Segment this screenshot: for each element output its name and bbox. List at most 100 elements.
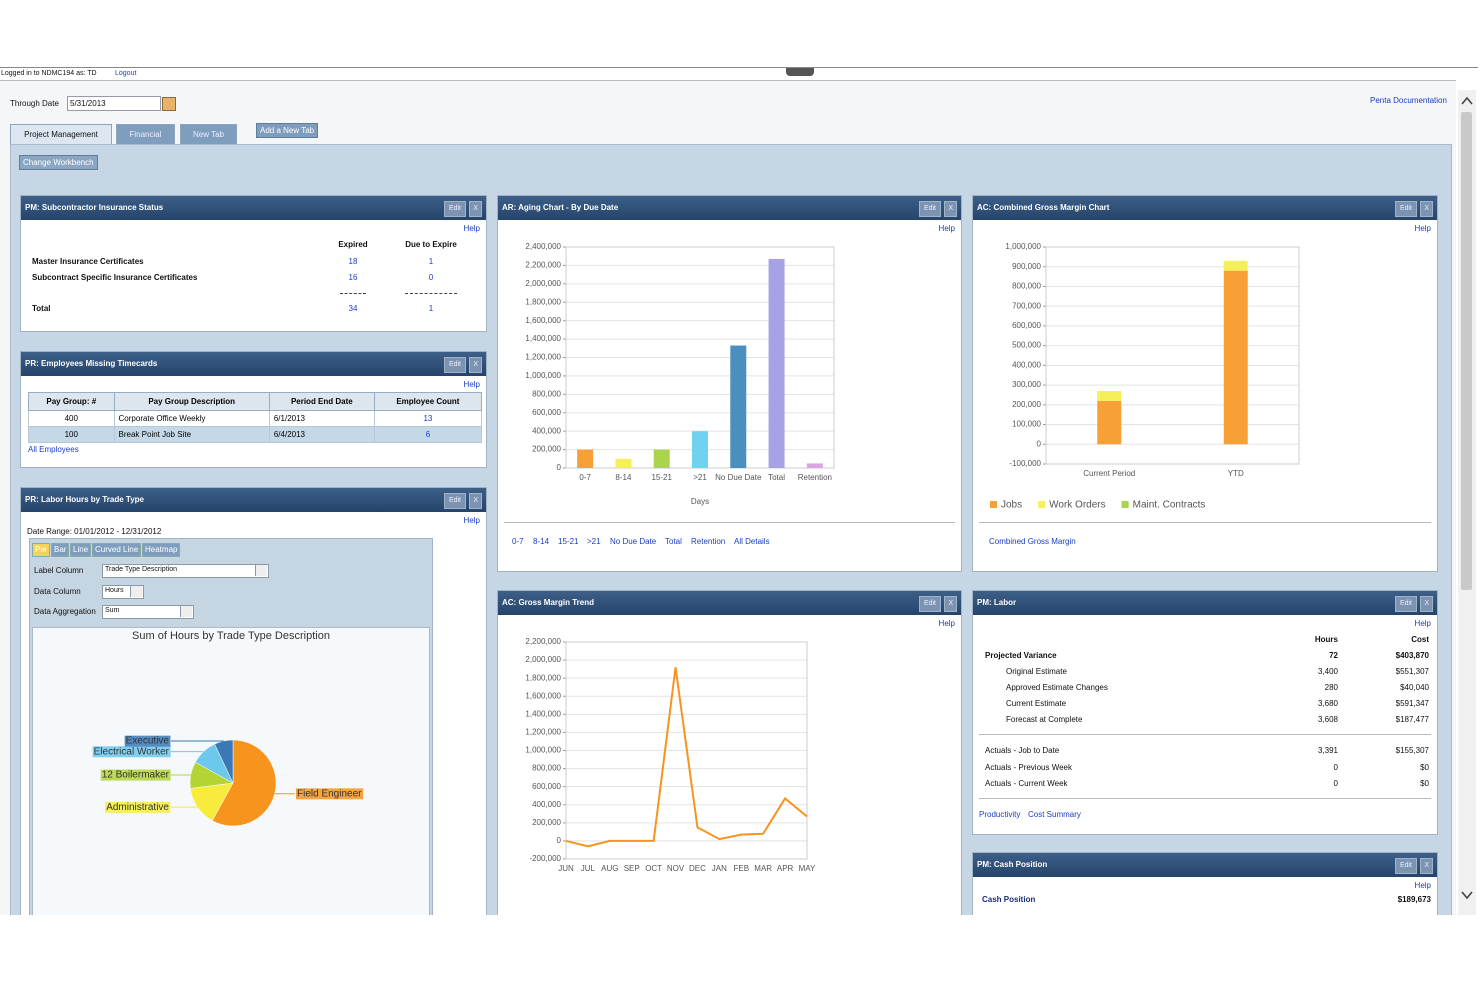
top-border	[0, 67, 1478, 68]
calendar-icon[interactable]	[162, 97, 176, 111]
scroll-thumb[interactable]	[1461, 112, 1472, 590]
close-button[interactable]: X	[469, 493, 482, 509]
close-button[interactable]: X	[944, 201, 957, 217]
help-link[interactable]: Help	[938, 224, 955, 233]
filter-link[interactable]: 0-7	[512, 537, 524, 546]
chart-type-button[interactable]: Heatmap	[142, 543, 181, 557]
widget: PR: Employees Missing Timecards Edit X Help…	[20, 351, 487, 468]
bar	[730, 345, 747, 468]
bar-segment	[1223, 260, 1248, 271]
widget: AC: Combined Gross Margin Chart Edit X Help…	[972, 195, 1438, 572]
total-link[interactable]: 1	[428, 304, 434, 313]
cost-value: $155,307	[1395, 746, 1429, 755]
dropdown[interactable]	[102, 605, 194, 619]
tab[interactable]: Financial	[116, 124, 175, 144]
tab[interactable]: Project Management	[10, 124, 112, 144]
help-link[interactable]: Help	[463, 380, 480, 389]
widget: PM: Cash Position Edit X Help Cash Position $…	[972, 852, 1438, 915]
count-link[interactable]: 16	[348, 273, 358, 282]
close-button[interactable]: X	[1420, 201, 1433, 217]
change-workbench-button[interactable]: Change Workbench	[19, 155, 98, 170]
y-tick-label: 1,600,000	[525, 691, 561, 700]
table-row: 400 Corporate Office Weekly 6/1/2013 13	[28, 410, 483, 427]
column-header: Due to Expire	[405, 240, 457, 249]
dropdown-arrow[interactable]	[180, 606, 192, 617]
edit-button[interactable]: Edit	[443, 357, 466, 373]
widget-header: PR: Labor Hours by Trade Type Edit X	[21, 488, 486, 512]
edit-button[interactable]: Edit	[918, 596, 941, 612]
filter-link[interactable]: 15-21	[558, 537, 579, 546]
edit-button[interactable]: Edit	[443, 201, 466, 217]
help-link[interactable]: Help	[1414, 619, 1431, 628]
row-label: Actuals - Job to Date	[985, 746, 1060, 755]
edit-button[interactable]: Edit	[1394, 858, 1417, 874]
close-button[interactable]: X	[944, 596, 957, 612]
drawer-handle[interactable]	[786, 68, 814, 76]
scroll-up[interactable]	[1461, 96, 1473, 105]
scroll-arrows[interactable]	[1458, 90, 1476, 915]
x-tick-label: AUG	[601, 864, 618, 873]
y-tick-label: 0	[557, 463, 562, 472]
help-link[interactable]: Help	[1414, 224, 1431, 233]
table-row: 100 Break Point Job Site 6/4/2013 6	[28, 426, 483, 443]
count-link[interactable]: 0	[428, 273, 434, 282]
y-tick-label: 600,000	[1012, 321, 1041, 330]
widget-header: AC: Combined Gross Margin Chart Edit X	[973, 196, 1437, 220]
filter-link[interactable]: 8-14	[533, 537, 550, 546]
row-label: Actuals - Current Week	[985, 779, 1068, 788]
help-link[interactable]: Help	[463, 224, 480, 233]
hours-value: 72	[1329, 651, 1338, 660]
filter-link[interactable]: No Due Date	[610, 537, 657, 546]
dropdown[interactable]	[102, 564, 269, 578]
edit-button[interactable]: Edit	[1394, 596, 1417, 612]
close-button[interactable]: X	[469, 357, 482, 373]
dropdown-value: Sum	[105, 607, 120, 614]
bar-segment	[1097, 400, 1122, 445]
help-link[interactable]: Help	[938, 619, 955, 628]
dropdown-arrow[interactable]	[255, 565, 267, 576]
close-button[interactable]: X	[469, 201, 482, 217]
edit-button[interactable]: Edit	[918, 201, 941, 217]
x-tick-label: YTD	[1228, 469, 1244, 478]
table-cell[interactable]: 6	[373, 426, 483, 443]
chart-type-button[interactable]: Line	[70, 543, 92, 557]
report-link[interactable]: Productivity	[979, 810, 1021, 819]
filter-link[interactable]: >21	[587, 537, 601, 546]
y-tick-label: 400,000	[1012, 360, 1041, 369]
table-cell[interactable]: 13	[373, 410, 483, 427]
chart-type-button[interactable]: Pie	[32, 543, 50, 557]
close-button[interactable]: X	[1420, 596, 1433, 612]
filter-link[interactable]: All Details	[734, 537, 770, 546]
scroll-down[interactable]	[1461, 891, 1473, 900]
report-link[interactable]: Combined Gross Margin	[989, 537, 1076, 546]
cost-value: $551,307	[1395, 667, 1429, 676]
help-link[interactable]: Help	[463, 516, 480, 525]
edit-button[interactable]: Edit	[443, 493, 466, 509]
x-tick-label: MAR	[754, 864, 772, 873]
chart-type-button[interactable]: Bar	[51, 543, 70, 557]
total-link[interactable]: 34	[348, 304, 358, 313]
count-link[interactable]: 18	[348, 257, 358, 266]
report-link[interactable]: Cost Summary	[1028, 810, 1081, 819]
documentation-link[interactable]: Penta Documentation	[1370, 96, 1447, 105]
edit-button[interactable]: Edit	[1394, 201, 1417, 217]
add-tab-button[interactable]: Add a New Tab	[256, 123, 319, 138]
count-link[interactable]: 1	[428, 257, 434, 266]
line-chart: -200,000 0 200,000 400,000 600,000 800,000 1,0…	[525, 637, 816, 873]
close-button[interactable]: X	[1420, 858, 1433, 874]
help-link[interactable]: Help	[1414, 881, 1431, 890]
cash-label[interactable]: Cash Position	[982, 895, 1036, 904]
x-tick-label: MAY	[799, 864, 816, 873]
filter-link[interactable]: Total	[665, 537, 682, 546]
logout-link[interactable]: Logout	[115, 70, 137, 77]
plot-border	[565, 641, 808, 860]
chart-type-button[interactable]: Curved Line	[92, 543, 142, 557]
date-input[interactable]	[67, 96, 161, 111]
all-employees-link[interactable]: All Employees	[28, 445, 79, 454]
row-label: Actuals - Previous Week	[985, 762, 1072, 772]
y-tick-label: 1,000,000	[525, 371, 561, 380]
column-header: Hours	[1314, 635, 1338, 644]
dropdown-arrow[interactable]	[130, 585, 142, 597]
tab[interactable]: New Tab	[180, 124, 237, 144]
filter-link[interactable]: Retention	[691, 537, 726, 546]
